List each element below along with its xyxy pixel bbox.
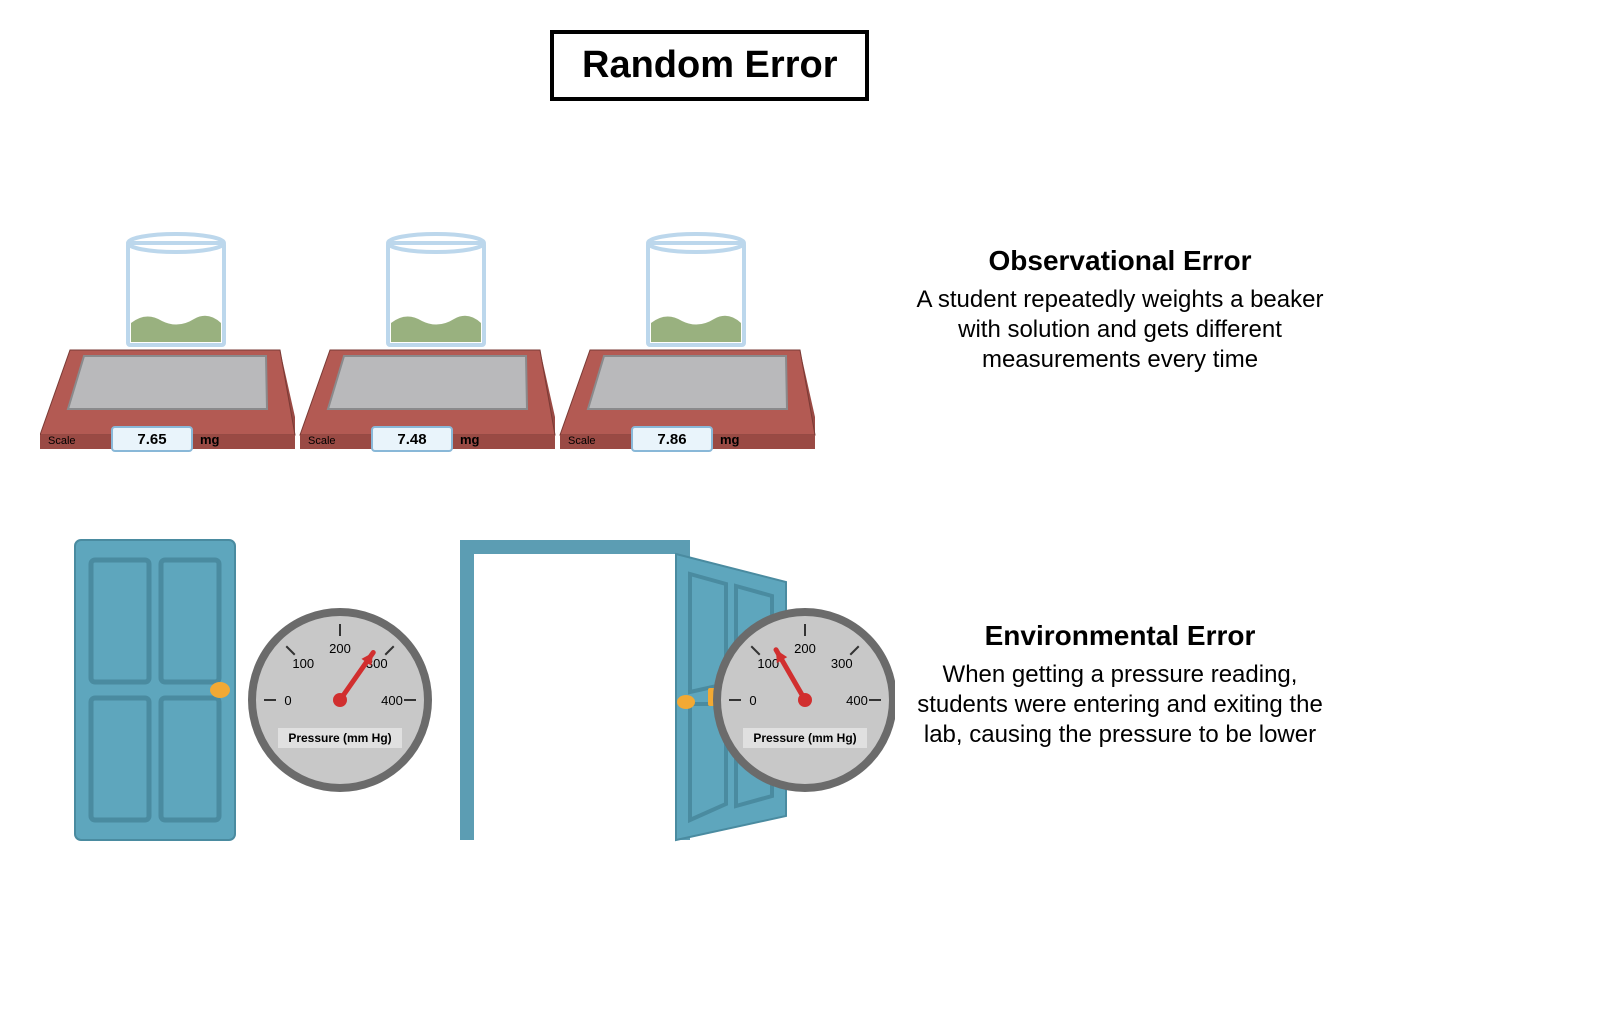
gauge-tick-label: 100 — [292, 656, 314, 671]
scale-unit: mg — [720, 432, 740, 447]
door-frame — [460, 540, 690, 840]
scale-label: Scale — [308, 435, 336, 447]
scales-row: 7.65 mg Scale 7.48 mg Scale 7.86 mg Scale — [40, 225, 830, 475]
pressure-gauge: 0100200300400Pressure (mm Hg) — [252, 612, 428, 788]
gauge-hub — [333, 693, 347, 707]
page-title: Random Error — [550, 30, 869, 101]
gauge-tick-label: 300 — [831, 656, 853, 671]
door-knob — [677, 695, 695, 709]
observational-heading: Observational Error — [900, 245, 1340, 277]
scale-with-beaker: 7.86 mg Scale — [560, 234, 815, 451]
gauge-tick-label: 100 — [757, 656, 779, 671]
scales-illustration: 7.65 mg Scale 7.48 mg Scale 7.86 mg Scale — [40, 225, 830, 475]
observational-body: A student repeatedly weights a beaker wi… — [900, 285, 1340, 375]
scale-reading: 7.48 — [397, 431, 426, 448]
scale-with-beaker: 7.65 mg Scale — [40, 234, 295, 451]
beaker-liquid — [651, 316, 741, 342]
gauge-tick-label: 400 — [846, 693, 868, 708]
environmental-text-block: Environmental Error When getting a press… — [900, 620, 1340, 750]
gauge-tick-label: 200 — [329, 641, 351, 656]
scale-reading: 7.65 — [137, 431, 166, 448]
gauge-tick-label: 0 — [749, 693, 756, 708]
page-title-text: Random Error — [582, 44, 837, 86]
scale-plate — [588, 356, 787, 409]
beaker-liquid — [131, 316, 221, 342]
scale-unit: mg — [460, 432, 480, 447]
scale-with-beaker: 7.48 mg Scale — [300, 234, 555, 451]
environmental-heading: Environmental Error — [900, 620, 1340, 652]
scale-unit: mg — [200, 432, 220, 447]
closed-door — [75, 540, 235, 840]
scale-plate — [328, 356, 527, 409]
environmental-row: 0100200300400Pressure (mm Hg)01002003004… — [65, 530, 895, 860]
gauge-tick-label: 400 — [381, 693, 403, 708]
scale-reading: 7.86 — [657, 431, 686, 448]
environmental-illustration: 0100200300400Pressure (mm Hg)01002003004… — [65, 530, 895, 860]
beaker-liquid — [391, 316, 481, 342]
environmental-body: When getting a pressure reading, student… — [900, 660, 1340, 750]
scale-label: Scale — [48, 435, 76, 447]
gauge-tick-label: 200 — [794, 641, 816, 656]
door-knob — [210, 682, 230, 698]
pressure-gauge: 0 100 200 300 400 Pressure (mm Hg) — [717, 612, 893, 788]
gauge-label: Pressure (mm Hg) — [288, 731, 391, 745]
gauge-label: Pressure (mm Hg) — [753, 731, 856, 745]
scale-label: Scale — [568, 435, 596, 447]
gauge-hub — [798, 693, 812, 707]
gauge-tick-label: 0 — [284, 693, 291, 708]
scale-plate — [68, 356, 267, 409]
observational-text-block: Observational Error A student repeatedly… — [900, 245, 1340, 375]
